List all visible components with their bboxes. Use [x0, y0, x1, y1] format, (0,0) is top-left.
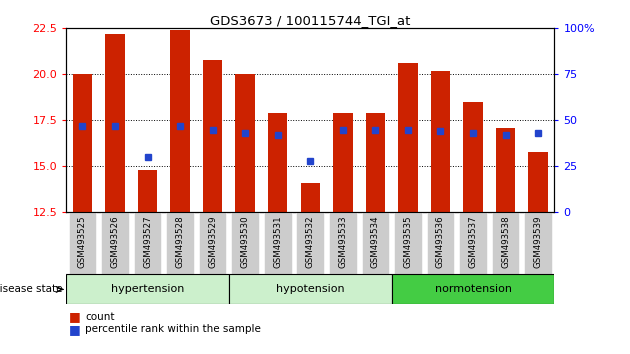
Bar	[459, 212, 487, 274]
Text: GSM493530: GSM493530	[241, 216, 249, 268]
Bar	[365, 113, 385, 212]
Text: GSM493529: GSM493529	[208, 216, 217, 268]
Text: GSM493533: GSM493533	[338, 216, 347, 268]
Bar	[297, 212, 324, 274]
Bar	[203, 59, 222, 212]
Bar	[69, 212, 96, 274]
Text: hypertension: hypertension	[111, 284, 184, 295]
Bar	[463, 102, 483, 212]
Bar	[72, 74, 92, 212]
Bar	[362, 212, 389, 274]
Text: normotension: normotension	[435, 284, 512, 295]
Bar	[492, 212, 519, 274]
Text: GSM493528: GSM493528	[176, 216, 185, 268]
Bar	[329, 212, 357, 274]
Text: GSM493525: GSM493525	[78, 216, 87, 268]
Bar	[524, 212, 552, 274]
Bar	[301, 183, 320, 212]
Bar	[394, 212, 421, 274]
Text: GSM493538: GSM493538	[501, 216, 510, 268]
Bar	[529, 152, 548, 212]
Bar	[138, 170, 158, 212]
Title: GDS3673 / 100115744_TGI_at: GDS3673 / 100115744_TGI_at	[210, 14, 411, 27]
Text: percentile rank within the sample: percentile rank within the sample	[85, 324, 261, 334]
Text: GSM493526: GSM493526	[110, 216, 120, 268]
Bar	[166, 212, 194, 274]
Bar	[427, 212, 454, 274]
Bar	[229, 274, 392, 304]
Bar	[170, 30, 190, 212]
Text: ■: ■	[69, 310, 81, 323]
Text: hypotension: hypotension	[276, 284, 345, 295]
Bar	[105, 34, 125, 212]
Text: GSM493539: GSM493539	[534, 216, 542, 268]
Text: disease state: disease state	[0, 284, 63, 295]
Bar	[134, 212, 161, 274]
Bar	[199, 212, 226, 274]
Text: GSM493527: GSM493527	[143, 216, 152, 268]
Bar	[398, 63, 418, 212]
Text: GSM493534: GSM493534	[371, 216, 380, 268]
Bar	[392, 274, 554, 304]
Text: GSM493536: GSM493536	[436, 216, 445, 268]
Bar	[236, 74, 255, 212]
Text: GSM493535: GSM493535	[403, 216, 413, 268]
Bar	[231, 212, 259, 274]
Bar	[431, 71, 450, 212]
Bar	[333, 113, 353, 212]
Bar	[101, 212, 129, 274]
Text: ■: ■	[69, 323, 81, 336]
Text: GSM493531: GSM493531	[273, 216, 282, 268]
Bar	[496, 128, 515, 212]
Text: count: count	[85, 312, 115, 322]
Bar	[264, 212, 292, 274]
Bar	[268, 113, 287, 212]
Text: GSM493537: GSM493537	[469, 216, 478, 268]
Text: GSM493532: GSM493532	[306, 216, 315, 268]
Bar	[66, 274, 229, 304]
